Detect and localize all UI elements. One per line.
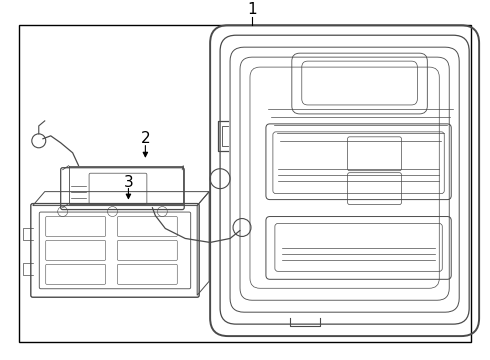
Bar — [19, 25, 471, 342]
Text: 1: 1 — [247, 2, 257, 17]
Text: 2: 2 — [141, 131, 150, 146]
Text: 3: 3 — [123, 175, 133, 190]
